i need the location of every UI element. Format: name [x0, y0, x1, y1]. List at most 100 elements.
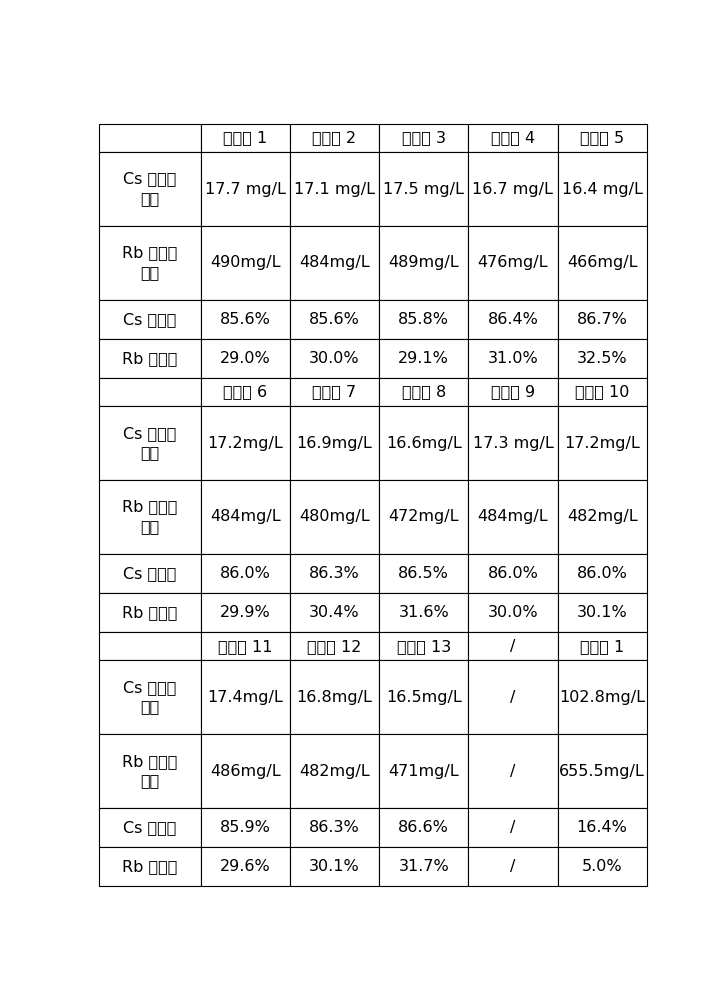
Bar — [290, 808, 379, 847]
Text: 484mg/L: 484mg/L — [299, 255, 370, 270]
Text: 16.7 mg/L: 16.7 mg/L — [472, 182, 553, 197]
Bar — [558, 554, 646, 593]
Text: 17.2mg/L: 17.2mg/L — [564, 436, 640, 451]
Text: 489mg/L: 489mg/L — [389, 255, 459, 270]
Bar — [558, 734, 646, 808]
Bar — [290, 378, 379, 406]
Bar — [100, 406, 201, 480]
Bar — [379, 480, 468, 554]
Bar — [100, 152, 201, 226]
Bar — [558, 808, 646, 847]
Bar — [379, 124, 468, 152]
Text: 472mg/L: 472mg/L — [389, 509, 459, 524]
Bar — [468, 406, 558, 480]
Text: 486mg/L: 486mg/L — [210, 764, 280, 779]
Text: Cs 萄取率: Cs 萄取率 — [124, 566, 177, 581]
Text: 31.6%: 31.6% — [398, 605, 449, 620]
Bar — [100, 808, 201, 847]
Bar — [468, 632, 558, 660]
Text: 实施例 11: 实施例 11 — [218, 639, 272, 654]
Bar — [379, 226, 468, 300]
Text: 实施例 2: 实施例 2 — [312, 130, 357, 145]
Bar — [379, 660, 468, 734]
Bar — [100, 554, 201, 593]
Bar — [558, 847, 646, 886]
Bar — [100, 378, 201, 406]
Bar — [379, 554, 468, 593]
Text: 85.8%: 85.8% — [398, 312, 449, 327]
Bar — [201, 734, 290, 808]
Text: 86.3%: 86.3% — [309, 820, 360, 835]
Text: 实施例 1: 实施例 1 — [223, 130, 267, 145]
Text: 484mg/L: 484mg/L — [478, 509, 548, 524]
Text: 85.6%: 85.6% — [309, 312, 360, 327]
Text: 86.0%: 86.0% — [488, 566, 539, 581]
Bar — [468, 124, 558, 152]
Text: 30.4%: 30.4% — [309, 605, 360, 620]
Text: 86.7%: 86.7% — [577, 312, 628, 327]
Text: 466mg/L: 466mg/L — [567, 255, 638, 270]
Bar — [290, 480, 379, 554]
Bar — [100, 480, 201, 554]
Text: 实施例 10: 实施例 10 — [575, 385, 629, 400]
Bar — [468, 808, 558, 847]
Text: Rb 的质量
浓度: Rb 的质量 浓度 — [122, 245, 178, 280]
Text: 30.1%: 30.1% — [309, 859, 360, 874]
Bar — [201, 406, 290, 480]
Bar — [201, 808, 290, 847]
Bar — [290, 734, 379, 808]
Bar — [100, 660, 201, 734]
Text: 17.1 mg/L: 17.1 mg/L — [294, 182, 375, 197]
Bar — [201, 660, 290, 734]
Bar — [201, 554, 290, 593]
Bar — [201, 124, 290, 152]
Bar — [468, 339, 558, 378]
Text: 16.9mg/L: 16.9mg/L — [296, 436, 373, 451]
Bar — [558, 339, 646, 378]
Bar — [201, 226, 290, 300]
Bar — [201, 632, 290, 660]
Text: 482mg/L: 482mg/L — [567, 509, 638, 524]
Bar — [100, 339, 201, 378]
Text: 30.0%: 30.0% — [488, 605, 538, 620]
Bar — [468, 378, 558, 406]
Bar — [290, 847, 379, 886]
Bar — [558, 300, 646, 339]
Text: Cs 的质量
浓度: Cs 的质量 浓度 — [124, 172, 177, 206]
Text: Rb 的质量
浓度: Rb 的质量 浓度 — [122, 754, 178, 788]
Text: 31.0%: 31.0% — [488, 351, 538, 366]
Bar — [201, 339, 290, 378]
Text: 实施例 9: 实施例 9 — [491, 385, 535, 400]
Text: Rb 萄取率: Rb 萄取率 — [122, 351, 178, 366]
Bar — [379, 632, 468, 660]
Text: 484mg/L: 484mg/L — [210, 509, 280, 524]
Bar — [100, 734, 201, 808]
Bar — [379, 300, 468, 339]
Text: 86.3%: 86.3% — [309, 566, 360, 581]
Text: 102.8mg/L: 102.8mg/L — [559, 690, 645, 705]
Text: 实施例 13: 实施例 13 — [397, 639, 451, 654]
Text: 29.9%: 29.9% — [220, 605, 271, 620]
Text: 86.6%: 86.6% — [398, 820, 449, 835]
Bar — [379, 406, 468, 480]
Bar — [468, 734, 558, 808]
Bar — [100, 593, 201, 632]
Text: /: / — [510, 820, 515, 835]
Text: 17.4mg/L: 17.4mg/L — [207, 690, 283, 705]
Text: 17.5 mg/L: 17.5 mg/L — [383, 182, 464, 197]
Text: Cs 萄取率: Cs 萄取率 — [124, 312, 177, 327]
Text: 655.5mg/L: 655.5mg/L — [559, 764, 645, 779]
Text: Rb 萄取率: Rb 萄取率 — [122, 605, 178, 620]
Text: 16.6mg/L: 16.6mg/L — [386, 436, 462, 451]
Bar — [468, 226, 558, 300]
Bar — [201, 300, 290, 339]
Text: 86.5%: 86.5% — [398, 566, 449, 581]
Text: Rb 萄取率: Rb 萄取率 — [122, 859, 178, 874]
Bar — [201, 480, 290, 554]
Text: 86.4%: 86.4% — [488, 312, 539, 327]
Bar — [379, 808, 468, 847]
Bar — [290, 152, 379, 226]
Bar — [290, 406, 379, 480]
Bar — [558, 226, 646, 300]
Bar — [468, 480, 558, 554]
